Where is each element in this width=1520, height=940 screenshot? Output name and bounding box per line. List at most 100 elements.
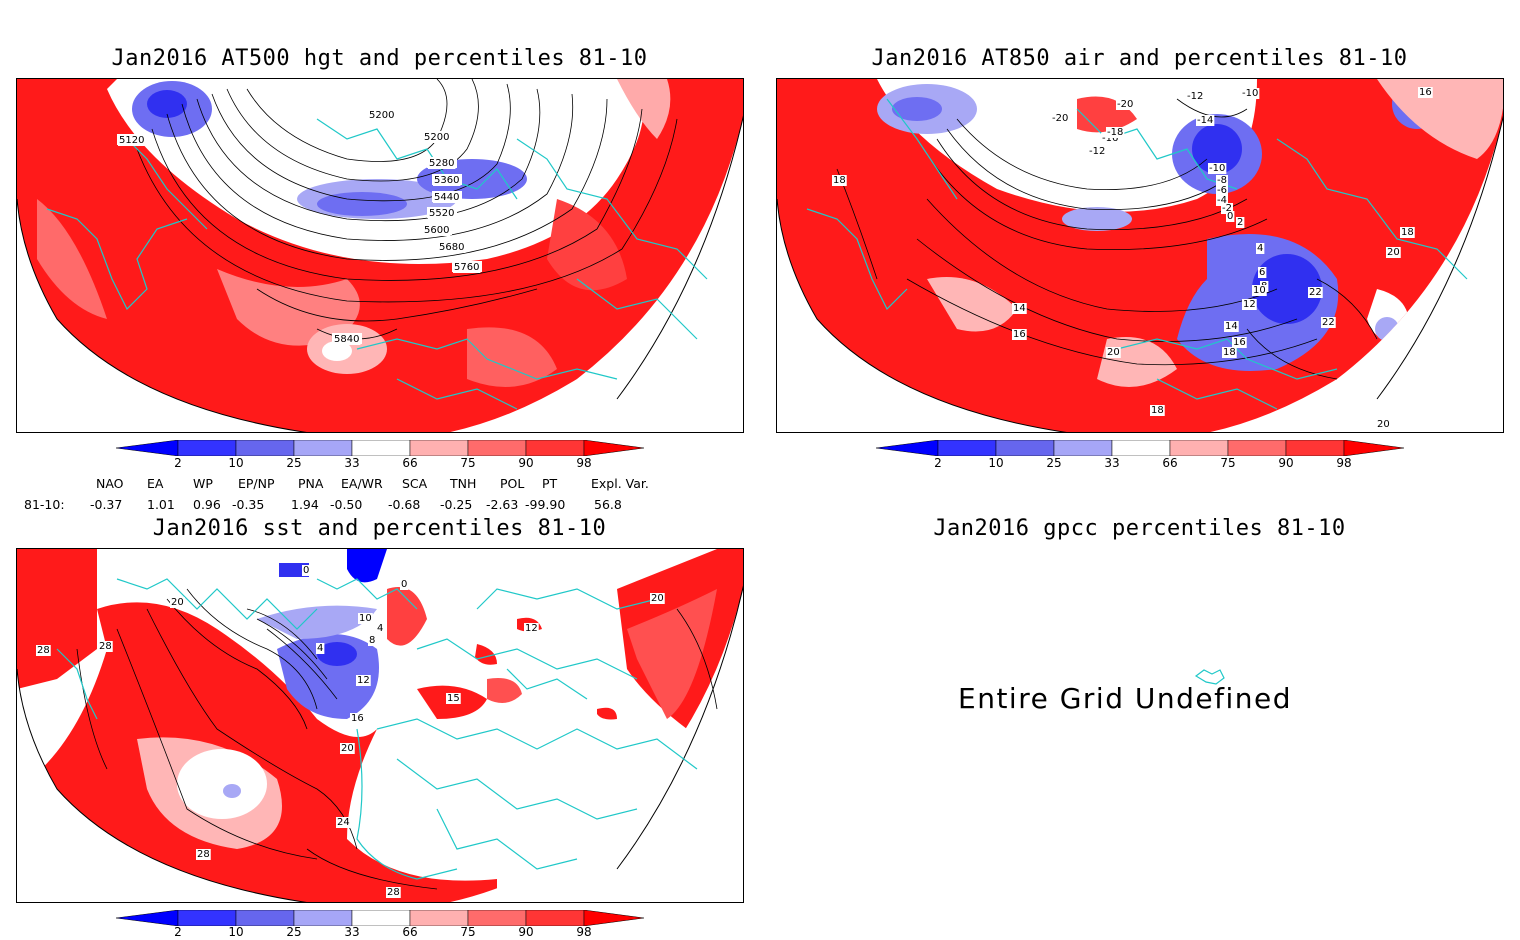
contour-label-bg: [1376, 419, 1391, 430]
index-header: NAO: [96, 476, 124, 491]
contour-label: -8: [1217, 175, 1227, 186]
colorbar-air850: 2 10 25 33 66 75 90 98: [875, 439, 1405, 470]
index-row-label: 81-10:: [24, 497, 65, 512]
colorbar-hgt500: 2 10 25 33 66 75 90 98: [115, 439, 645, 470]
index-value: -2.63: [486, 497, 519, 512]
contour-label-bg: [358, 613, 373, 624]
colorbar-tick: 90: [1278, 456, 1294, 470]
contour-label-bg: [1221, 203, 1233, 214]
contour-label: -20: [1117, 99, 1133, 110]
contour-label-bg: [1150, 405, 1165, 416]
colorbar-tick: 10: [228, 456, 244, 470]
colorbar-tick: 98: [576, 925, 592, 939]
contour-label-bg: [1418, 87, 1433, 98]
index-value: 1.94: [291, 497, 319, 512]
colorbar-sst: 2 10 25 33 66 75 90 98: [115, 909, 645, 940]
contour-label-bg: [453, 262, 481, 273]
colorbar-tick: 2: [934, 456, 942, 470]
contour-label: -12: [1187, 91, 1203, 102]
contour-label: 12: [525, 623, 538, 634]
contour-label: -10: [1209, 163, 1225, 174]
contour-label-bg: [376, 623, 385, 634]
contour-label-bg: [350, 713, 365, 724]
contour-label-bg: [356, 675, 371, 686]
contour-label: -18: [1107, 127, 1123, 138]
contour-label: 24: [337, 817, 350, 828]
contour-label: -14: [1197, 115, 1213, 126]
contour-label-bg: [196, 849, 211, 860]
colorbar-tick: 98: [1336, 456, 1352, 470]
contour-label-bg: [1226, 211, 1235, 222]
contour-label-bg: [423, 225, 451, 236]
contour-label-bg: [524, 623, 539, 634]
contour-label-bg: [336, 817, 351, 828]
index-header: POL: [500, 476, 525, 491]
contour-label: 5120: [119, 135, 144, 146]
contour-label: 18: [1151, 405, 1164, 416]
contour-label: 22: [1309, 287, 1322, 298]
contour-label-bg: [1241, 88, 1260, 99]
indices-value-row: 81-10: -0.37 1.01 0.96 -0.35 1.94 -0.50 …: [0, 497, 760, 513]
contour-label-bg: [1400, 227, 1415, 238]
contour-label: -16: [1102, 133, 1118, 144]
colorbar-tick: 75: [460, 456, 476, 470]
map-hgt500: 5120 5200 5200 5280 5360 5440 5520 5600 …: [16, 78, 744, 433]
indices-header-row: NAO EA WP EP/NP PNA EA/WR SCA TNH POL PT…: [0, 476, 760, 492]
index-header: PNA: [298, 476, 324, 491]
colorbar-tick: 25: [286, 456, 302, 470]
contour-label-bg: [433, 192, 461, 203]
contour-label-bg: [340, 743, 355, 754]
contour-label-bg: [428, 208, 456, 219]
map-gpcc-area: Entire Grid Undefined: [776, 548, 1504, 903]
colorbar-tick: 10: [228, 925, 244, 939]
contour-label-bg: [1106, 127, 1125, 138]
contour-label: 20: [651, 593, 664, 604]
contour-label: 16: [351, 713, 364, 724]
colorbar-tick: 10: [988, 456, 1004, 470]
contour-label-bg: [1308, 287, 1323, 298]
contour-label-bg: [1196, 115, 1215, 126]
contour-label: 10: [1253, 285, 1266, 296]
contour-label-bg: [1116, 99, 1135, 110]
contour-label: 5600: [424, 225, 449, 236]
contour-label-bg: [1236, 217, 1245, 228]
contour-label: 14: [1013, 303, 1026, 314]
contour-label: 18: [1401, 227, 1414, 238]
contour-label: 5760: [454, 262, 479, 273]
colorbar-tick: 98: [576, 456, 592, 470]
contour-label: 28: [387, 887, 400, 898]
contour-label-bg: [1321, 317, 1336, 328]
contour-label-bg: [368, 635, 377, 646]
contour-label: -6: [1217, 185, 1227, 196]
contour-label: 5280: [429, 158, 454, 169]
contour-label-bg: [1088, 146, 1107, 157]
contour-label: 18: [1223, 347, 1236, 358]
contour-label: 6: [1259, 267, 1265, 278]
contour-label-bg: [423, 132, 451, 143]
contour-label-bg: [1256, 243, 1265, 254]
contour-label: 16: [1419, 87, 1432, 98]
contour-label: 8: [369, 635, 375, 646]
panel-title-sst: Jan2016 sst and percentiles 81-10: [152, 516, 607, 541]
contour-label-bg: [1232, 337, 1247, 348]
contour-label: 5520: [429, 208, 454, 219]
contour-label-bg: [433, 175, 461, 186]
contour-label-bg: [386, 887, 401, 898]
contour-label-bg: [1208, 163, 1227, 174]
index-header: EP/NP: [238, 476, 275, 491]
contour-label: -4: [1217, 195, 1227, 206]
contour-label-bg: [1186, 91, 1205, 102]
contour-label-bg: [170, 597, 185, 608]
contour-label-bg: [333, 334, 361, 345]
contour-label: 15: [447, 693, 460, 704]
contour-label-bg: [316, 643, 325, 654]
index-header: WP: [193, 476, 213, 491]
contour-label: 28: [37, 645, 50, 656]
contour-label-bg: [1222, 347, 1237, 358]
contour-label-bg: [1224, 321, 1239, 332]
contour-label-bg: [650, 593, 665, 604]
contour-label: 5440: [434, 192, 459, 203]
contour-label: 20: [1107, 347, 1120, 358]
contour-label-bg: [302, 565, 311, 576]
contour-label-bg: [428, 158, 456, 169]
